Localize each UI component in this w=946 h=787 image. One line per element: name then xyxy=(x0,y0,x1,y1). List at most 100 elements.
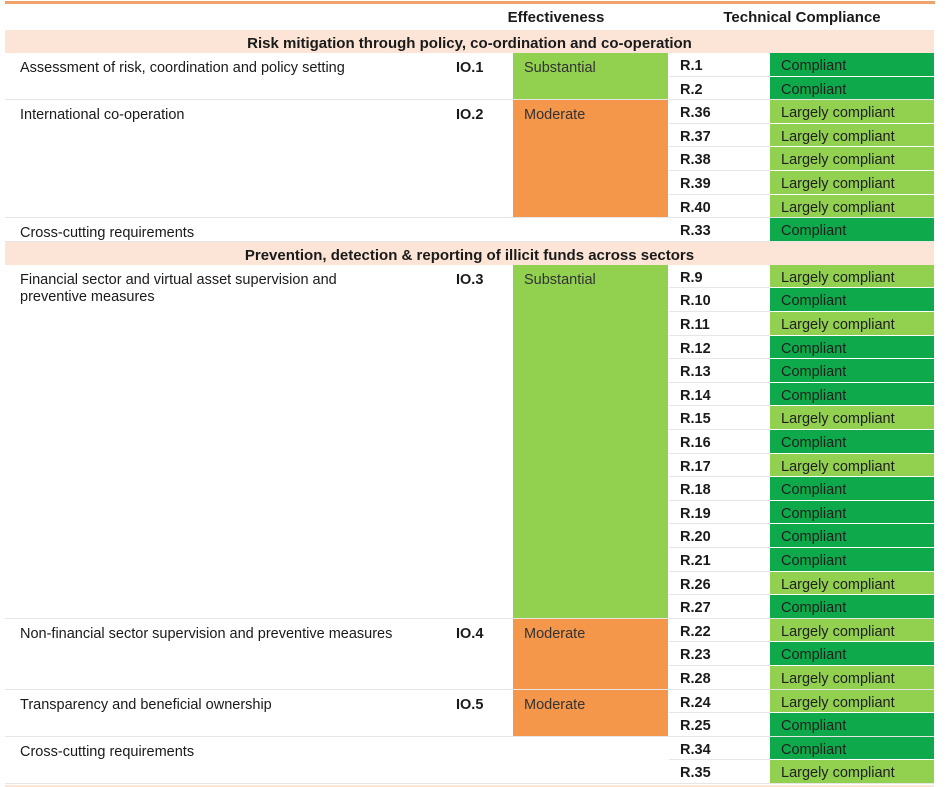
recommendation-id: R.15 xyxy=(680,411,711,427)
assessment-area-label: Cross-cutting requirements xyxy=(20,744,195,760)
compliance-rating: Compliant xyxy=(770,595,934,618)
compliance-rating: Largely compliant xyxy=(770,619,934,641)
recommendation-id: R.13 xyxy=(680,364,711,380)
compliance-rating: Compliant xyxy=(770,713,934,736)
recommendation-id: R.14 xyxy=(680,388,711,404)
recommendation-id: R.22 xyxy=(680,624,711,640)
effectiveness-rating: Moderate xyxy=(513,690,668,737)
compliance-rating: Largely compliant xyxy=(770,572,934,594)
immediate-outcome-id: IO.5 xyxy=(456,697,484,713)
recommendation-id: R.2 xyxy=(680,82,703,98)
compliance-rating: Largely compliant xyxy=(770,760,934,783)
assessment-area-label: Transparency and beneficial ownership xyxy=(20,697,272,713)
compliance-rating: Largely compliant xyxy=(770,690,934,712)
assessment-area-label: Assessment of risk, coordination and pol… xyxy=(20,60,345,76)
row-divider xyxy=(669,170,770,171)
compliance-rating: Largely compliant xyxy=(770,100,934,123)
row-divider xyxy=(669,146,770,147)
recommendation-id: R.33 xyxy=(680,223,711,239)
group-divider xyxy=(5,783,934,784)
recommendation-id: R.26 xyxy=(680,577,711,593)
compliance-rating: Compliant xyxy=(770,383,934,405)
effectiveness-rating: Substantial xyxy=(513,53,668,100)
compliance-rating: Largely compliant xyxy=(770,265,934,287)
row-divider xyxy=(669,429,770,430)
compliance-rating: Compliant xyxy=(770,548,934,571)
group-divider xyxy=(5,689,934,690)
recommendation-id: R.38 xyxy=(680,152,711,168)
row-divider xyxy=(669,712,770,713)
recommendation-id: R.23 xyxy=(680,647,711,663)
row-divider xyxy=(669,358,770,359)
recommendation-id: R.39 xyxy=(680,176,711,192)
compliance-rating: Largely compliant xyxy=(770,406,934,429)
row-divider xyxy=(669,123,770,124)
compliance-rating: Largely compliant xyxy=(770,147,934,170)
header-technical-compliance: Technical Compliance xyxy=(723,9,881,26)
compliance-rating: Largely compliant xyxy=(770,171,934,194)
recommendation-id: R.34 xyxy=(680,742,711,758)
immediate-outcome-id: IO.3 xyxy=(456,272,484,288)
assessment-area-label: International co-operation xyxy=(20,107,185,123)
recommendation-id: R.40 xyxy=(680,200,711,216)
effectiveness-rating: Moderate xyxy=(513,619,668,690)
recommendation-id: R.16 xyxy=(680,435,711,451)
recommendation-id: R.11 xyxy=(680,317,710,333)
header-effectiveness: Effectiveness xyxy=(507,9,605,26)
section-header: Risk mitigation through policy, co-ordin… xyxy=(5,30,934,53)
recommendation-id: R.27 xyxy=(680,600,711,616)
compliance-rating: Compliant xyxy=(770,359,934,382)
group-divider xyxy=(5,217,934,218)
row-divider xyxy=(669,571,770,572)
row-divider xyxy=(669,76,770,77)
row-divider xyxy=(669,500,770,501)
row-divider xyxy=(669,476,770,477)
recommendation-id: R.28 xyxy=(680,671,711,687)
effectiveness-rating: Moderate xyxy=(513,100,668,218)
compliance-rating: Largely compliant xyxy=(770,454,934,476)
compliance-rating: Compliant xyxy=(770,288,934,311)
recommendation-id: R.19 xyxy=(680,506,711,522)
recommendation-id: R.9 xyxy=(680,270,703,286)
recommendation-id: R.21 xyxy=(680,553,711,569)
recommendation-id: R.10 xyxy=(680,293,711,309)
assessment-area-label: Cross-cutting requirements xyxy=(20,225,195,241)
row-divider xyxy=(669,594,770,595)
row-divider xyxy=(669,453,770,454)
assessment-area-label: Non-financial sector supervision and pre… xyxy=(20,626,393,642)
recommendation-id: R.17 xyxy=(680,459,711,475)
compliance-rating: Compliant xyxy=(770,218,934,241)
row-divider xyxy=(669,665,770,666)
section-header: Prevention, detection & reporting of ill… xyxy=(5,241,934,265)
immediate-outcome-id: IO.1 xyxy=(456,60,484,76)
recommendation-id: R.20 xyxy=(680,529,711,545)
compliance-rating: Compliant xyxy=(770,737,934,759)
row-divider xyxy=(669,382,770,383)
recommendation-id: R.1 xyxy=(680,58,703,74)
compliance-rating: Compliant xyxy=(770,430,934,453)
assessment-area-label: Financial sector and virtual asset super… xyxy=(20,272,337,305)
recommendation-id: R.37 xyxy=(680,129,711,145)
immediate-outcome-id: IO.4 xyxy=(456,626,484,642)
compliance-rating: Compliant xyxy=(770,642,934,665)
effectiveness-rating: Substantial xyxy=(513,265,668,619)
recommendation-id: R.35 xyxy=(680,765,711,781)
row-divider xyxy=(669,547,770,548)
top-accent-rule xyxy=(5,1,935,4)
compliance-rating: Largely compliant xyxy=(770,666,934,689)
compliance-rating: Compliant xyxy=(770,501,934,523)
compliance-rating: Compliant xyxy=(770,77,934,99)
compliance-rating: Compliant xyxy=(770,524,934,547)
group-divider xyxy=(5,618,934,619)
row-divider xyxy=(669,405,770,406)
group-divider xyxy=(5,99,934,100)
immediate-outcome-id: IO.2 xyxy=(456,107,484,123)
group-divider xyxy=(5,736,934,737)
compliance-rating: Largely compliant xyxy=(770,195,934,217)
recommendation-id: R.25 xyxy=(680,718,711,734)
row-divider xyxy=(669,311,770,312)
recommendation-id: R.12 xyxy=(680,341,711,357)
compliance-rating: Largely compliant xyxy=(770,124,934,146)
row-divider xyxy=(669,523,770,524)
